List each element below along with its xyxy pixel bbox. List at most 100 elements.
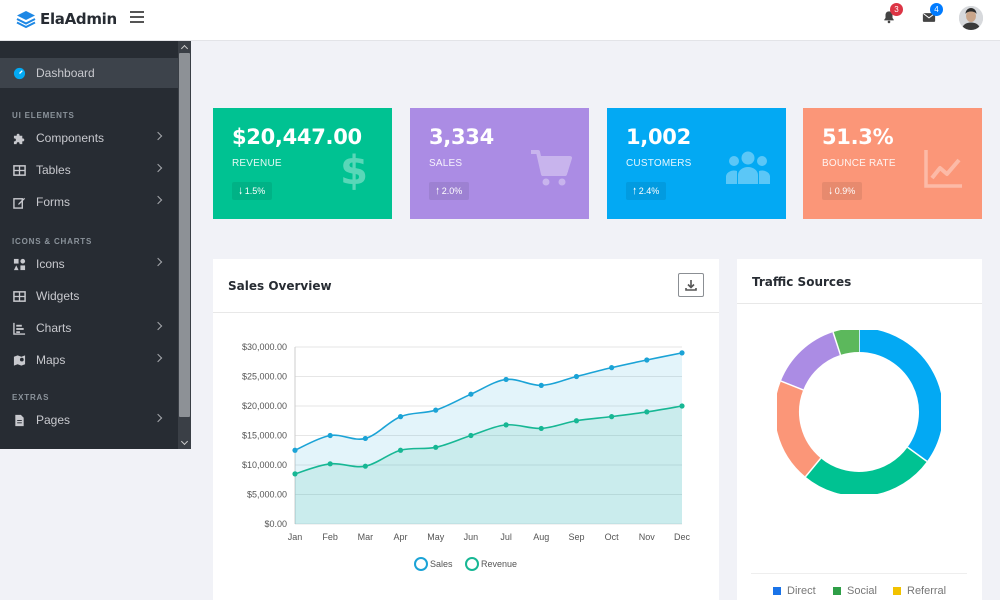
user-avatar[interactable]	[959, 6, 983, 30]
legend-marker	[414, 557, 428, 571]
legend-label: Referral	[907, 585, 947, 597]
data-point-sales[interactable]	[468, 391, 474, 397]
user-photo-icon	[959, 6, 983, 30]
app-logo[interactable]: ElaAdmin	[16, 6, 117, 32]
stat-value: 3,334	[429, 125, 494, 149]
stat-card-sales: 3,334 SALES 🠑 2.0%	[410, 108, 589, 219]
data-point-sales[interactable]	[433, 407, 439, 413]
stat-change: 2.0%	[441, 186, 463, 196]
stat-value: $20,447.00	[232, 125, 362, 149]
sidebar-item-forms[interactable]: Forms	[0, 186, 178, 218]
chevron-right-icon	[153, 257, 163, 267]
data-point-revenue[interactable]	[292, 471, 298, 477]
donut-slice[interactable]	[833, 330, 860, 356]
donut-slice[interactable]	[780, 332, 841, 391]
arrow-down-icon: 🠓	[829, 186, 833, 196]
sales-line-chart: $0.00 $5,000.00 $10,000.00 $15,000.00 $20,00…	[242, 342, 691, 542]
y-tick-label: $20,000.00	[242, 401, 287, 411]
stat-change-badge: 🠓 1.5%	[232, 182, 273, 200]
sidebar-item-charts[interactable]: Charts	[0, 312, 178, 344]
x-tick-label: Nov	[639, 532, 656, 542]
notifications-button[interactable]: 3	[882, 3, 903, 26]
slice-separator	[907, 446, 928, 462]
y-tick-label: $5,000.00	[247, 490, 287, 500]
data-point-sales[interactable]	[292, 447, 298, 453]
slice-separator	[804, 457, 822, 478]
scrollbar-thumb[interactable]	[179, 53, 190, 417]
series-line-revenue	[294, 405, 683, 475]
legend-item-sales[interactable]: Sales	[414, 557, 453, 571]
data-point-sales[interactable]	[503, 376, 509, 383]
donut-slice-direct[interactable]	[858, 330, 941, 462]
data-point-revenue[interactable]	[468, 432, 474, 439]
legend-label: Direct	[787, 585, 816, 597]
arrow-up-icon: 🠑	[436, 186, 440, 196]
legend-item-social[interactable]: Social	[833, 585, 877, 597]
legend-item-referral[interactable]: Referral	[893, 585, 946, 597]
donut-slice[interactable]	[777, 381, 822, 477]
icons-grid-icon	[13, 258, 26, 271]
legend-label: Social	[847, 585, 877, 597]
data-point-revenue[interactable]	[433, 444, 439, 450]
data-point-sales[interactable]	[397, 414, 404, 420]
x-tick-label: Apr	[394, 532, 408, 542]
donut-slice[interactable]	[805, 446, 927, 494]
sidebar: Dashboard UI ELEMENTS Components Tables …	[0, 41, 191, 449]
messages-button[interactable]: 4	[922, 3, 943, 26]
data-point-revenue[interactable]	[503, 422, 509, 428]
sidebar-scrollbar[interactable]	[178, 41, 191, 449]
menu-toggle-icon[interactable]	[130, 11, 144, 25]
data-point-revenue[interactable]	[327, 461, 333, 467]
series-area-sales	[295, 352, 682, 524]
data-point-sales[interactable]	[573, 373, 580, 380]
data-point-revenue[interactable]	[362, 463, 368, 469]
x-tick-label: Jan	[288, 532, 303, 542]
card-divider	[213, 312, 719, 313]
sidebar-item-label: Tables	[36, 163, 71, 177]
data-point-sales[interactable]	[538, 382, 544, 388]
data-point-sales[interactable]	[609, 365, 615, 371]
data-point-revenue[interactable]	[609, 414, 615, 420]
puzzle-icon	[13, 132, 26, 145]
sidebar-item-tables[interactable]: Tables	[0, 154, 178, 186]
data-point-sales[interactable]	[679, 350, 685, 356]
sidebar-item-pages[interactable]: Pages	[0, 404, 178, 436]
y-tick-label: $25,000.00	[242, 372, 287, 382]
top-header: ElaAdmin 3 4	[0, 0, 1000, 41]
layers-icon	[16, 11, 36, 29]
sidebar-item-icons[interactable]: Icons	[0, 248, 178, 280]
card-title: Traffic Sources	[752, 275, 852, 289]
data-point-revenue[interactable]	[538, 425, 544, 432]
sidebar-item-label: Pages	[36, 413, 71, 427]
card-divider	[737, 303, 982, 304]
widgets-icon	[13, 290, 26, 303]
stat-label: BOUNCE RATE	[822, 158, 896, 169]
data-point-revenue[interactable]	[397, 447, 404, 453]
data-point-revenue[interactable]	[679, 403, 685, 409]
chevron-right-icon	[153, 163, 163, 173]
legend-swatch	[893, 587, 901, 595]
sidebar-item-components[interactable]: Components	[0, 122, 178, 154]
sidebar-item-dashboard[interactable]: Dashboard	[0, 58, 178, 88]
data-point-sales[interactable]	[327, 432, 333, 439]
stat-label: REVENUE	[232, 158, 282, 169]
x-tick-label: Jul	[500, 532, 512, 542]
download-button[interactable]	[678, 273, 704, 297]
data-point-revenue[interactable]	[573, 418, 580, 424]
scroll-down-icon[interactable]	[178, 437, 191, 449]
y-tick-label: $30,000.00	[242, 342, 287, 352]
edit-icon	[13, 196, 26, 209]
x-tick-label: Aug	[533, 532, 549, 542]
sidebar-item-maps[interactable]: Maps	[0, 344, 178, 376]
scroll-up-icon[interactable]	[178, 41, 191, 53]
legend-item-direct[interactable]: Direct	[773, 585, 816, 597]
cart-icon	[531, 150, 572, 186]
data-point-revenue[interactable]	[644, 409, 650, 415]
data-point-sales[interactable]	[362, 435, 368, 442]
stat-card-customers: 1,002 CUSTOMERS 🠑 2.4%	[607, 108, 786, 219]
sidebar-item-widgets[interactable]: Widgets	[0, 280, 178, 312]
data-point-sales[interactable]	[644, 357, 650, 363]
sidebar-item-label: Charts	[36, 321, 72, 335]
legend-item-revenue[interactable]: Revenue	[465, 557, 517, 571]
x-tick-label: Mar	[358, 532, 374, 542]
